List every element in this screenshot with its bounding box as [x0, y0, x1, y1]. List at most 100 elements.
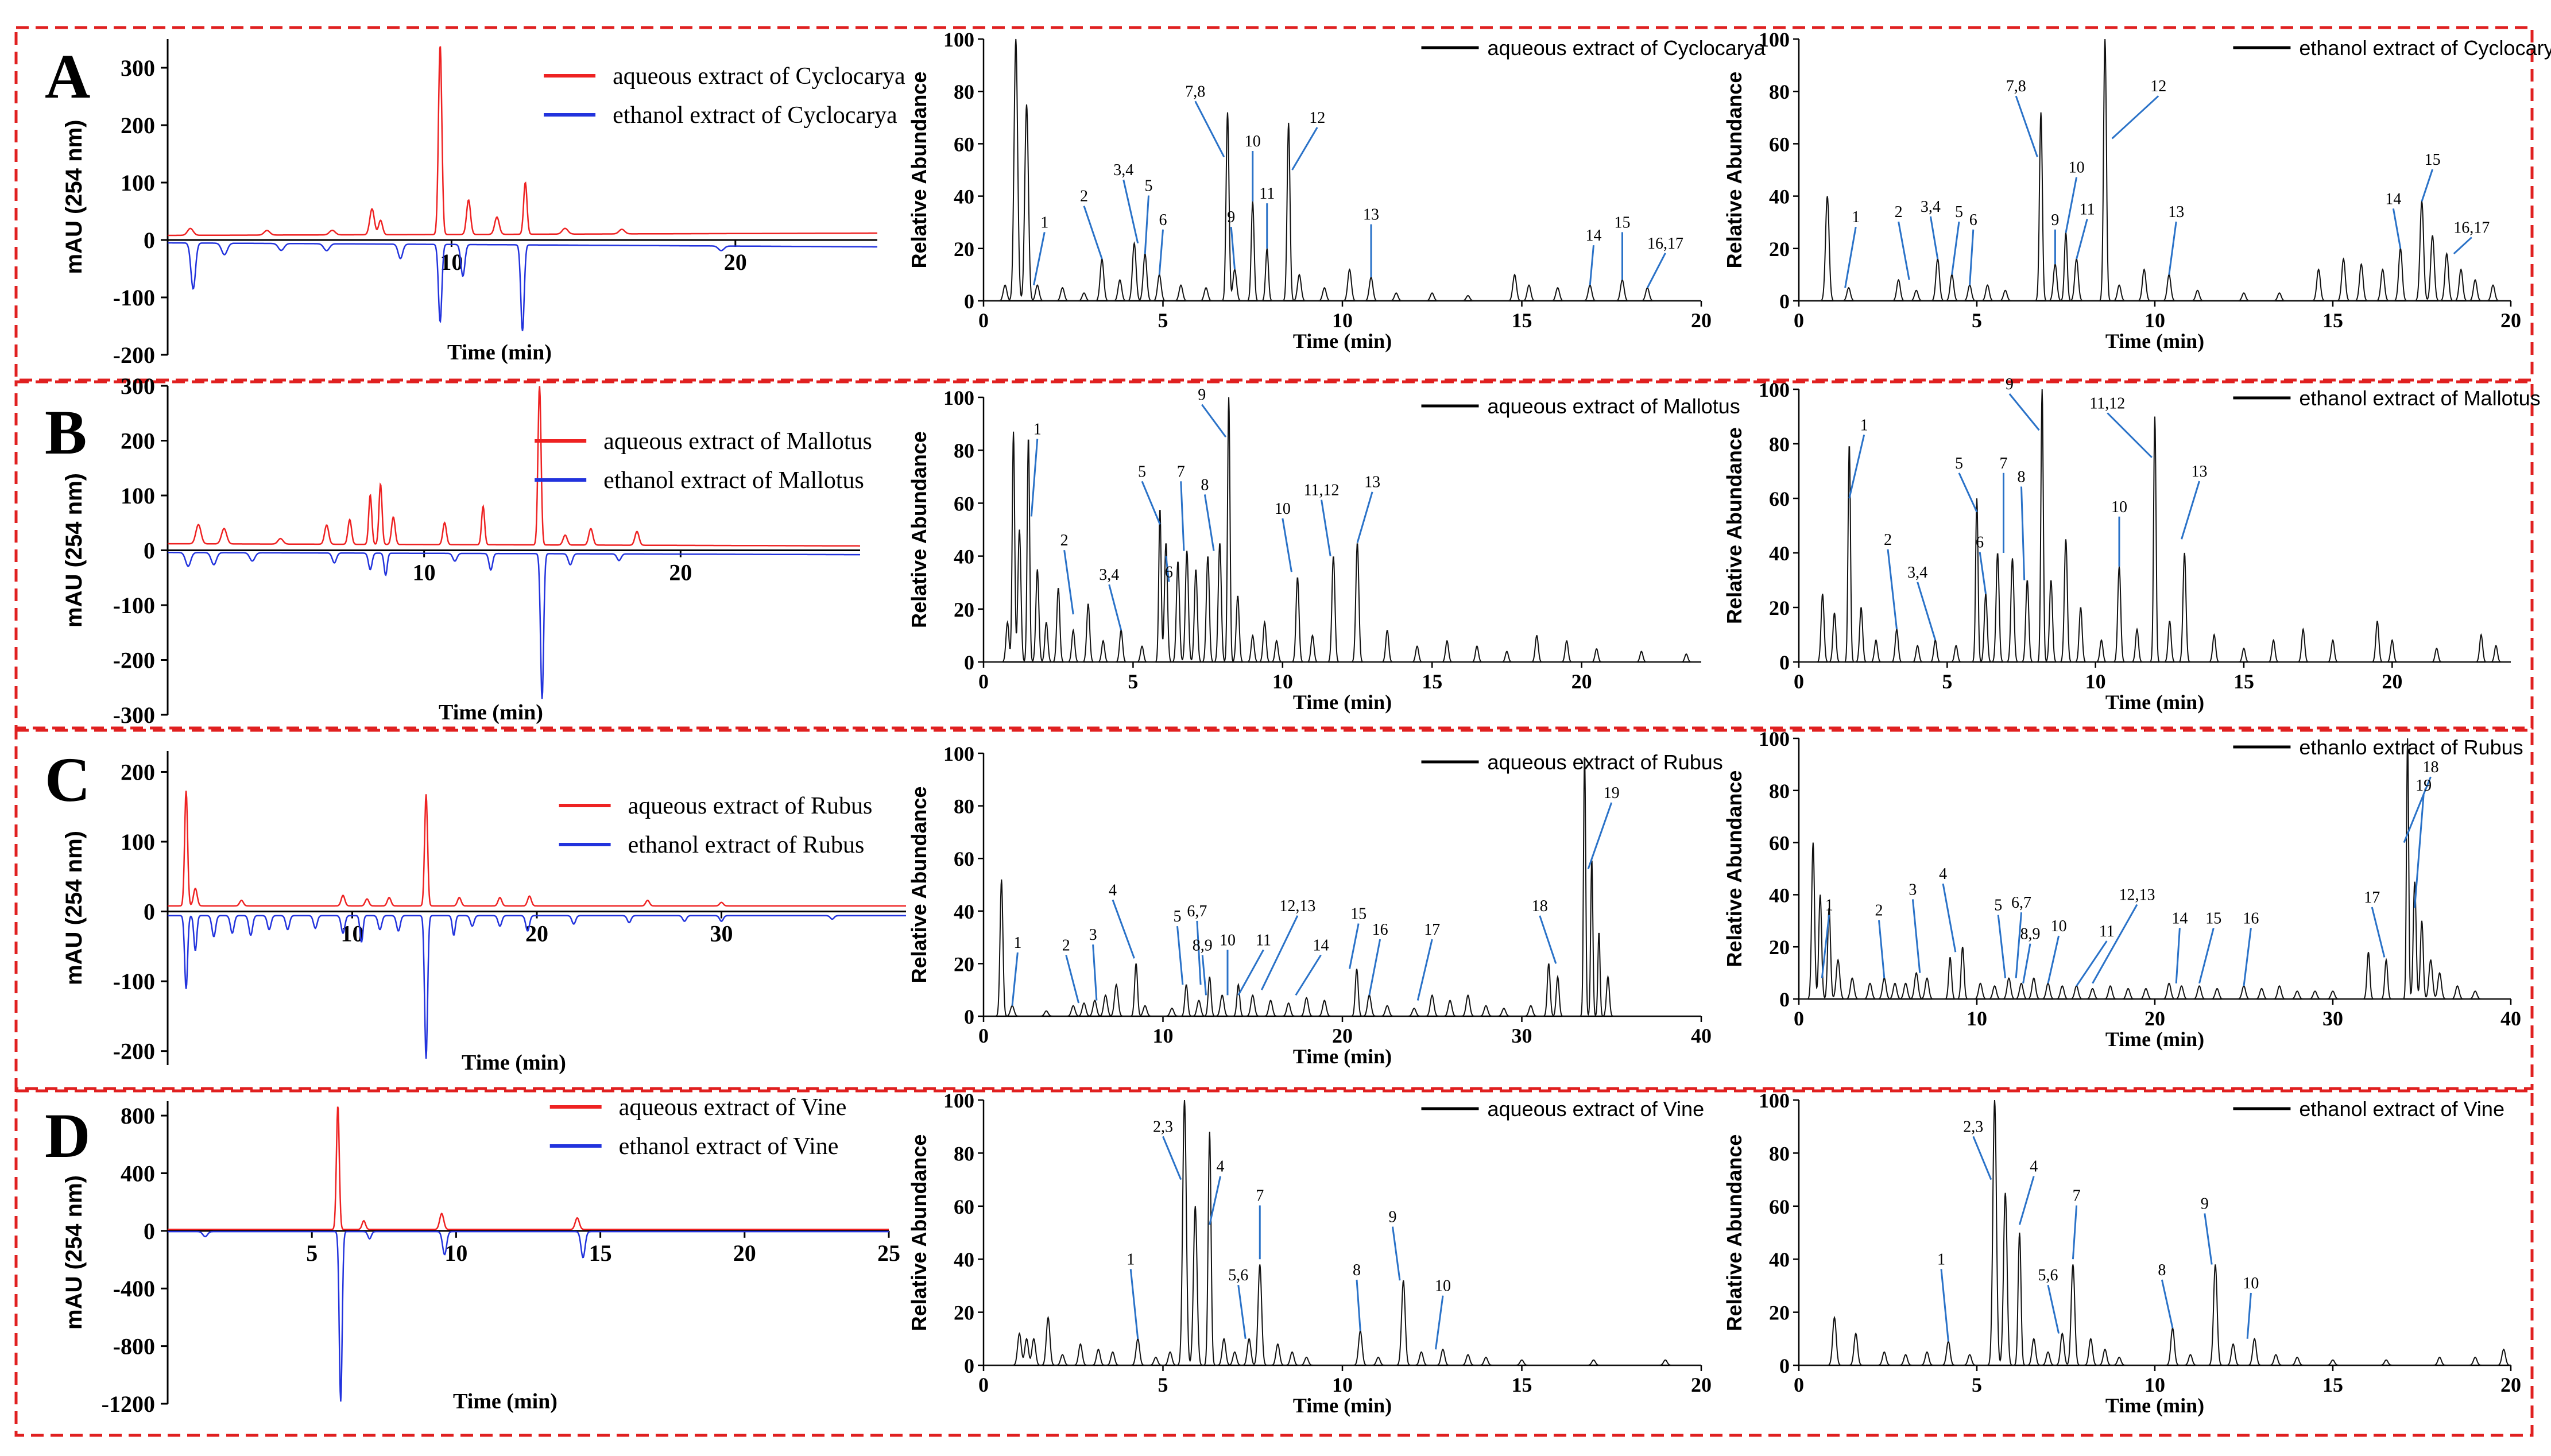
ms-y-tick-label: 80 [954, 439, 974, 462]
peak-callout-line [1821, 915, 1830, 978]
peak-label: 16,17 [1647, 235, 1683, 253]
ms-x-tick-label: 20 [2382, 670, 2402, 693]
uv-y-tick-label: -300 [113, 702, 155, 728]
panel-letter: A [45, 41, 90, 111]
ms-x-axis-label: Time (min) [2105, 1028, 2204, 1051]
peak-callout-line [1416, 939, 1433, 1001]
peak-label: 18 [1532, 897, 1548, 915]
ms-y-tick-label: 100 [1759, 378, 1790, 401]
uv-y-tick-label: 200 [121, 113, 155, 138]
peak-label: 9 [2006, 375, 2014, 393]
peak-label: 1 [1127, 1250, 1135, 1268]
ms-trace [984, 757, 1701, 1017]
ms-y-tick-label: 0 [964, 651, 974, 674]
ms-y-tick-label: 20 [1769, 597, 1790, 619]
uv-y-tick-label: 300 [121, 373, 155, 399]
peak-callout-line [1230, 227, 1236, 270]
peak-label: 10 [1220, 931, 1236, 949]
ms-x-tick-label: 20 [1332, 1024, 1353, 1047]
uv-x-axis-label: Time (min) [462, 1051, 566, 1075]
peak-callout-line [1539, 915, 1557, 964]
ms-y-tick-label: 60 [954, 1195, 974, 1218]
uv-x-tick-label: 15 [589, 1240, 612, 1266]
peak-callout-line [1951, 221, 1960, 275]
ms-y-tick-label: 60 [1769, 832, 1790, 855]
uv-y-tick-label: -100 [113, 593, 155, 618]
peak-label: 9 [1227, 208, 1235, 226]
ms-y-tick-label: 80 [1769, 1142, 1790, 1165]
peak-callout-line [2047, 935, 2060, 984]
ms-x-tick-label: 40 [2500, 1007, 2521, 1030]
peak-label: 3,4 [1113, 161, 1133, 179]
peak-label: 4 [1109, 881, 1117, 899]
peak-callout-line [1969, 229, 1975, 285]
peak-callout-line [1141, 481, 1161, 525]
uv-x-tick-label: 25 [877, 1240, 900, 1266]
uv-y-tick-label: 400 [121, 1160, 155, 1186]
ms-trace [1799, 1099, 2511, 1366]
peak-label: 11 [2099, 923, 2115, 940]
ms-y-tick-label: 20 [1769, 238, 1790, 261]
ms-x-tick-label: 0 [1794, 309, 1804, 332]
peak-callout-line [1997, 915, 2007, 978]
peak-callout-line [2047, 1284, 2060, 1334]
peak-callout-line [1295, 954, 1322, 996]
uv-y-axis-label: mAU (254 nm) [61, 120, 87, 274]
peak-callout-line [2168, 221, 2177, 275]
peak-label: 3,4 [1921, 198, 1941, 216]
peak-label: 7,8 [1185, 83, 1205, 100]
ms-y-tick-label: 80 [1769, 780, 1790, 803]
peak-callout-line [1196, 920, 1202, 985]
peak-callout-line [1065, 955, 1080, 1004]
peak-callout-line [1209, 1176, 1221, 1225]
ms-y-tick-label: 100 [943, 1089, 974, 1112]
peak-label: 18 [2423, 758, 2439, 776]
peak-callout-line [1435, 1295, 1444, 1350]
uv-y-tick-label: 200 [121, 428, 155, 454]
legend-label-aqueous: aqueous extract of Vine [619, 1094, 847, 1121]
peak-callout-line [1942, 883, 1957, 952]
uv-y-tick-label: -200 [113, 648, 155, 673]
ms-trace [1799, 738, 2511, 1000]
peak-label: 11 [2080, 201, 2095, 219]
ms-y-tick-label: 80 [954, 1142, 974, 1165]
peak-callout-line [2371, 907, 2386, 958]
peak-callout-line [2018, 1176, 2035, 1225]
uv-x-tick-label: 20 [724, 249, 747, 275]
ms-x-tick-label: 15 [2233, 670, 2254, 693]
peak-label: 14 [1586, 227, 1602, 245]
ms-x-axis-label: Time (min) [1293, 691, 1392, 714]
peak-label: 11 [1256, 931, 1271, 949]
ms-trace [984, 38, 1701, 301]
peak-callout-line [1122, 179, 1139, 244]
ms-x-axis-label: Time (min) [2105, 330, 2204, 353]
ms-x-tick-label: 10 [2144, 309, 2165, 332]
uv-y-tick-label: -800 [113, 1334, 155, 1360]
uv-y-tick-label: -400 [113, 1276, 155, 1302]
peak-callout-line [1144, 195, 1149, 254]
uv-x-tick-label: 20 [669, 560, 692, 586]
ms-x-tick-label: 5 [1972, 1373, 1982, 1396]
ms-title: aqueous extract of Cyclocarya [1488, 36, 1766, 60]
ms-x-tick-label: 5 [1128, 670, 1138, 693]
peak-label: 15 [2205, 909, 2221, 927]
peak-callout-line [2015, 95, 2038, 157]
peak-label: 6,7 [2011, 894, 2031, 912]
ms-x-tick-label: 15 [2322, 1373, 2343, 1396]
peak-callout-line [2065, 177, 2078, 233]
ms-x-tick-label: 5 [1158, 1373, 1168, 1396]
uv-x-axis-label: Time (min) [453, 1389, 558, 1414]
ms-x-tick-label: 10 [1332, 309, 1353, 332]
peak-label: 7 [1177, 463, 1185, 481]
uv-y-axis-label: mAU (254 nm) [61, 473, 87, 628]
ms-x-tick-label: 0 [978, 1024, 989, 1047]
uv-y-tick-label: 100 [121, 829, 155, 855]
ms-y-tick-label: 100 [943, 742, 974, 765]
peak-label: 8 [1353, 1261, 1361, 1279]
ms-title: ethanol extract of Mallotus [2299, 386, 2540, 410]
ms-x-tick-label: 0 [978, 670, 989, 693]
ms-y-tick-label: 80 [954, 80, 974, 103]
